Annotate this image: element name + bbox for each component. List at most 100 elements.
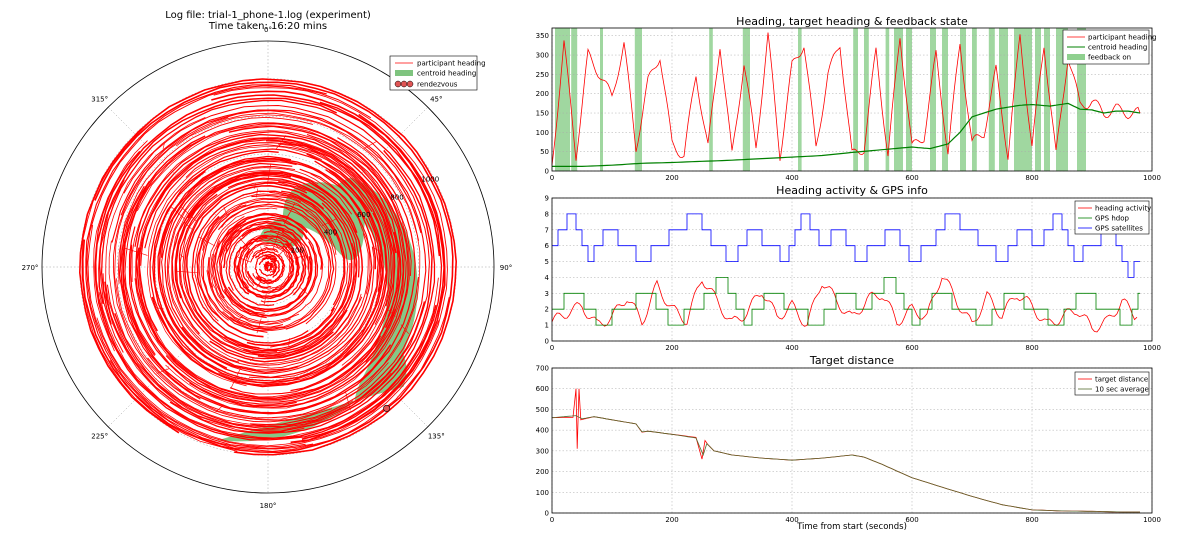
polar-participant-spike xyxy=(285,211,291,219)
polar-participant-arc xyxy=(248,245,380,379)
feedback-span xyxy=(885,28,890,171)
polar-participant-arc xyxy=(310,173,371,295)
polar-participant-arc xyxy=(191,190,345,344)
polar-participant-arc xyxy=(237,236,299,298)
feedback-span xyxy=(999,28,1008,171)
polar-rendezvous-marker xyxy=(383,404,391,412)
polar-radial-labels: 200 400 600 800 1000 xyxy=(291,176,440,255)
panel1-xtick-label: 400 xyxy=(785,174,798,182)
polar-participant-arc xyxy=(120,110,422,234)
panel2-xtick-label: 200 xyxy=(665,344,678,352)
polar-participant-spike xyxy=(184,222,194,231)
panel3-legend-box xyxy=(1074,371,1150,396)
polar-participant-arc xyxy=(196,215,264,338)
polar-participant-spike xyxy=(345,391,351,411)
panel1-frame xyxy=(551,27,1153,172)
polar-participant-arc xyxy=(257,276,272,282)
panel3-ytick-label: 500 xyxy=(536,406,549,414)
polar-participant-arc xyxy=(118,116,314,284)
polar-participant-arc xyxy=(136,124,410,409)
polar-participant-arc xyxy=(94,101,443,441)
polar-radial-label-800: 800 xyxy=(390,193,403,201)
polar-participant-spike xyxy=(170,206,186,220)
polar-participant-arc xyxy=(111,109,427,426)
polar-participant-arc xyxy=(137,137,399,398)
polar-participant-arc xyxy=(325,169,381,293)
panel1-xtick-label: 200 xyxy=(665,174,678,182)
panel3-ytick-label: 600 xyxy=(536,385,549,393)
feedback-span xyxy=(1014,28,1032,171)
polar-participant-arc xyxy=(124,123,412,355)
polar-grid-spoke-315 xyxy=(108,107,269,268)
suptitle-line1: Log file: trial-1_phone-1.log (experimen… xyxy=(165,10,371,21)
panel1-ytick-label: 200 xyxy=(536,90,549,98)
panel1-legend-participant: participant heading xyxy=(1088,34,1157,42)
panel1-ytick-label: 0 xyxy=(545,168,549,176)
panel1-xtick-label: 1000 xyxy=(1143,174,1161,182)
polar-participant-arc xyxy=(93,140,148,352)
polar-participant-arc xyxy=(255,250,285,284)
feedback-span xyxy=(634,28,642,171)
polar-participant-arc xyxy=(174,173,292,299)
panel2-legend: heading activity GPS hdop GPS satellites xyxy=(1074,200,1151,235)
polar-participant-arc xyxy=(270,260,277,273)
polar-angle-label-45: 45° xyxy=(430,96,442,104)
polar-participant-arc xyxy=(147,145,323,387)
polar-participant-arc xyxy=(251,194,330,232)
polar-angle-label-0: 0° xyxy=(264,26,272,34)
polar-participant-arc xyxy=(198,197,337,318)
panel2-title: Heading activity & GPS info xyxy=(776,184,928,197)
polar-participant-arc xyxy=(171,170,362,365)
panel2-series-0 xyxy=(551,278,1138,333)
polar-participant-arc xyxy=(120,137,416,415)
legend-rendezvous-marker-1 xyxy=(394,80,402,88)
polar-participant-arc xyxy=(207,257,284,328)
polar-participant-arc xyxy=(213,212,323,299)
polar-participant-arc xyxy=(281,190,346,312)
panel1-ytick-label: 300 xyxy=(536,52,549,60)
panel2-ytick-label: 7 xyxy=(545,226,549,234)
polar-participant-arc xyxy=(222,221,313,313)
polar-participant-spike xyxy=(237,314,244,322)
panel3-xtick-label: 1000 xyxy=(1143,516,1161,524)
polar-participant-arc xyxy=(116,114,421,420)
polar-participant-arc xyxy=(225,220,282,252)
polar-participant-arc xyxy=(109,297,450,452)
feedback-span xyxy=(742,28,750,171)
panel3-xlabel: Time from start (seconds) xyxy=(796,522,907,532)
panel1-xtick-label: 800 xyxy=(1025,174,1038,182)
polar-participant-spike xyxy=(400,324,409,335)
polar-radial-label-400: 400 xyxy=(324,229,337,237)
polar-participant-arc xyxy=(216,220,267,319)
panel2-ytick-label: 1 xyxy=(545,322,549,330)
panel2-ytick-label: 3 xyxy=(545,290,549,298)
polar-participant-arc xyxy=(260,231,304,303)
panel2-ytick-label: 6 xyxy=(545,242,550,250)
polar-participant-spike xyxy=(230,365,242,388)
feedback-span xyxy=(960,28,966,171)
polar-participant-arc xyxy=(257,309,348,358)
polar-participant-arc xyxy=(171,171,358,335)
feedback-span xyxy=(894,28,903,171)
polar-participant-arc xyxy=(211,216,300,324)
polar-participant-arc xyxy=(167,167,353,363)
polar-angle-label-135: 135° xyxy=(428,432,445,440)
polar-participant-arc xyxy=(152,150,384,384)
polar-participant-arc xyxy=(153,169,383,382)
polar-participant-arc xyxy=(265,140,395,392)
panel2-frame xyxy=(551,197,1153,342)
polar-participant-spike xyxy=(223,206,228,215)
polar-participant-arc xyxy=(212,237,324,323)
polar-angle-label-225: 225° xyxy=(91,432,108,440)
panel3-ytick-label: 700 xyxy=(536,365,549,373)
feedback-span xyxy=(930,28,936,171)
polar-participant-arc xyxy=(218,218,317,317)
polar-participant-arc xyxy=(181,326,299,374)
legend-rendezvous-marker-2 xyxy=(400,80,408,88)
polar-participant-arc xyxy=(134,278,396,401)
suptitle-line2: Time taken: 16:20 mins xyxy=(208,21,327,32)
polar-participant-spike xyxy=(278,241,293,256)
panel1-xtick-label: 0 xyxy=(550,174,554,182)
polar-participant-arc xyxy=(161,161,375,374)
